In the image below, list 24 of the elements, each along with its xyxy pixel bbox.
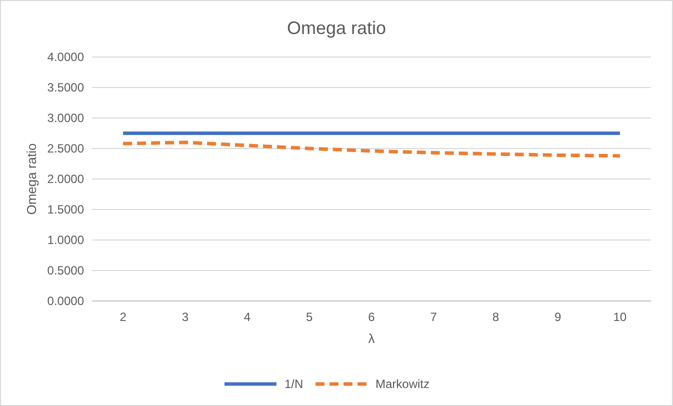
y-tick-label: 3.0000 bbox=[47, 111, 84, 125]
x-tick-label: 10 bbox=[613, 310, 627, 324]
y-tick-label: 3.5000 bbox=[47, 80, 84, 94]
x-axis-title: λ bbox=[368, 331, 376, 346]
y-tick-label: 0.5000 bbox=[47, 264, 84, 278]
legend-label: 1/N bbox=[284, 377, 304, 391]
x-tick-label: 8 bbox=[492, 310, 500, 324]
x-tick-label: 9 bbox=[554, 310, 562, 324]
x-tick-label: 7 bbox=[430, 310, 438, 324]
x-tick-label: 4 bbox=[244, 310, 251, 324]
x-tick-label: 5 bbox=[306, 310, 314, 324]
line-series bbox=[121, 140, 622, 158]
y-tick-label: 2.5000 bbox=[47, 142, 84, 156]
chart-title: Omega ratio bbox=[286, 18, 386, 38]
x-tick-label: 6 bbox=[368, 310, 376, 324]
y-tick-label: 1.0000 bbox=[47, 233, 84, 247]
y-tick-label: 2.0000 bbox=[47, 172, 84, 186]
y-tick-label: 0.0000 bbox=[47, 294, 84, 308]
y-axis-title: Omega ratio bbox=[24, 143, 39, 215]
x-tick-label: 2 bbox=[120, 310, 127, 324]
legend-label: Markowitz bbox=[376, 377, 430, 391]
y-tick-label: 1.5000 bbox=[47, 202, 84, 216]
y-tick-label: 4.0000 bbox=[47, 50, 84, 64]
x-tick-label: 3 bbox=[182, 310, 189, 324]
